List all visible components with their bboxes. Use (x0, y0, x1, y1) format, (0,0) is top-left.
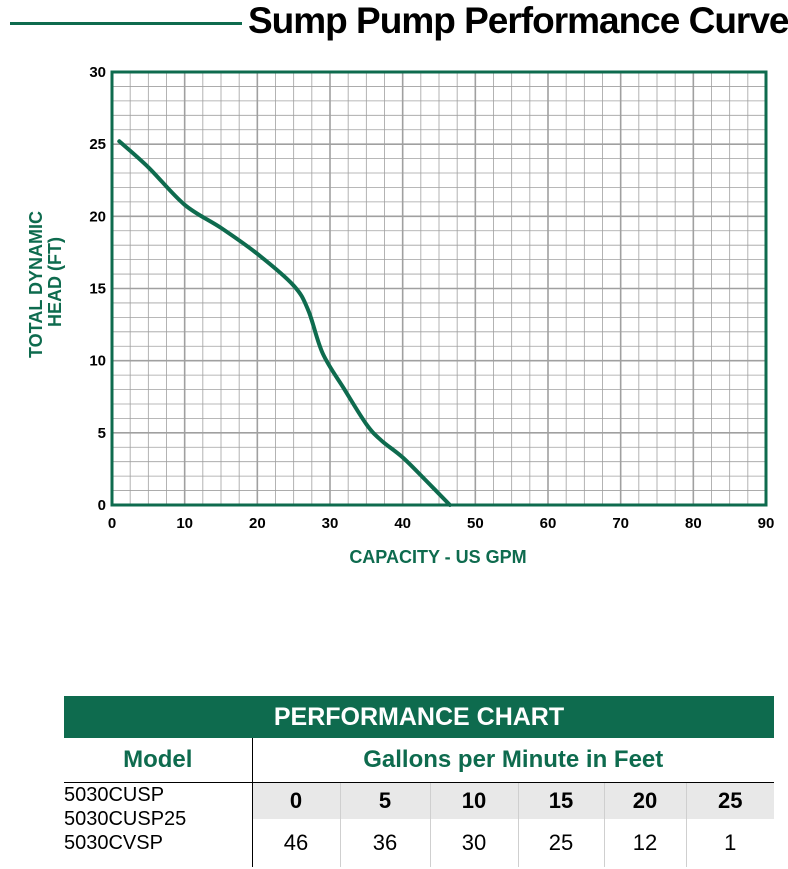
x-tick-label: 50 (467, 515, 484, 532)
page-title: Sump Pump Performance Curve (248, 0, 788, 41)
model-column-header: Model (64, 738, 253, 783)
feet-cell: 12 (604, 819, 687, 867)
table-banner: PERFORMANCE CHART (64, 696, 774, 738)
x-tick-label: 20 (249, 515, 266, 532)
x-tick-label: 30 (322, 515, 339, 532)
x-tick-label: 10 (176, 515, 193, 532)
feet-cell: 1 (724, 830, 737, 855)
model-name: 5030CUSP (64, 784, 165, 806)
model-name: 5030CVSP (64, 832, 163, 854)
table-banner-row: PERFORMANCE CHART (64, 696, 774, 738)
gpm-cell: 5 (340, 782, 431, 819)
y-tick-label: 30 (89, 64, 106, 81)
x-tick-label: 80 (685, 515, 702, 532)
x-tick-label: 0 (108, 515, 116, 532)
table-header-row: Model Gallons per Minute in Feet (64, 738, 774, 783)
performance-curve-line (117, 139, 452, 507)
gpm-cell: 0 (252, 782, 341, 819)
x-tick-label: 70 (612, 515, 629, 532)
gpm-cell: 10 (430, 782, 519, 819)
y-axis-label: TOTAL DYNAMIC HEAD (FT) (26, 206, 65, 358)
x-tick-label: 90 (758, 515, 775, 532)
y-axis-label-line-2: HEAD (FT) (45, 237, 65, 327)
feet-cell: 36 (340, 819, 431, 867)
y-axis-label-line-1: TOTAL DYNAMIC (26, 211, 46, 358)
performance-table: PERFORMANCE CHART Model Gallons per Minu… (64, 696, 774, 867)
title-rule (10, 22, 242, 25)
x-tick-label: 60 (540, 515, 557, 532)
x-axis-label: CAPACITY - US GPM (349, 547, 526, 567)
model-name: 5030CUSP25 (64, 808, 187, 830)
y-tick-label: 5 (98, 425, 106, 442)
gpm-cell: 15 (518, 782, 605, 819)
y-tick-label: 10 (89, 353, 106, 370)
gpm-cell: 20 (604, 782, 687, 819)
y-tick-label: 0 (98, 497, 106, 514)
model-list: 5030CUSP 5030CUSP25 5030CVSP (64, 782, 253, 867)
y-tick-label: 20 (89, 208, 106, 225)
gpm-row: 5030CUSP 5030CUSP25 5030CVSP 0 5 10 15 2… (64, 782, 774, 867)
feet-cell: 30 (430, 819, 519, 867)
plot-frame (110, 70, 768, 507)
feet-cell: 46 (252, 819, 341, 867)
y-tick-label: 25 (89, 136, 106, 153)
axis-ticks: 0 10 20 30 40 50 60 70 80 90 0 5 10 15 20 25 30 (89, 64, 774, 532)
chart-grid (112, 72, 766, 505)
y-tick-label: 15 (89, 281, 106, 298)
feet-cell: 25 (518, 819, 605, 867)
x-tick-label: 40 (394, 515, 411, 532)
gpm-cell: 25 (686, 782, 774, 819)
feet-row: 46 36 30 25 12 1 (64, 819, 774, 867)
performance-curve-chart: 0 10 20 30 40 50 60 70 80 90 0 5 10 15 20 25 30 CAPACITY… (26, 64, 774, 567)
gpm-column-header: Gallons per Minute in Feet (252, 738, 774, 783)
